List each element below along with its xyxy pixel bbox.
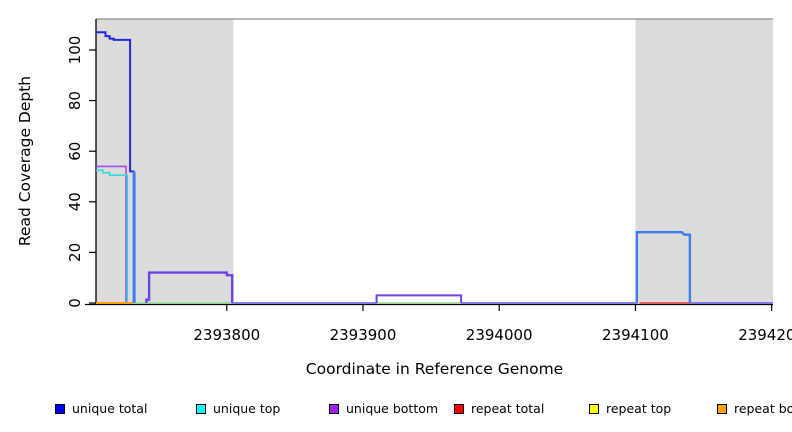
legend-swatch-repeat-top [589, 403, 599, 414]
series-unique-total-box [635, 230, 692, 303]
legend-swatch-unique-bottom [329, 403, 339, 414]
legend-label-unique-bottom: unique bottom [346, 401, 439, 416]
series-unique-top-left [96, 169, 129, 303]
x-tick-label: 2393900 [330, 326, 397, 344]
x-tick-label: 2394100 [602, 326, 669, 344]
x-axis-title: Coordinate in Reference Genome [305, 360, 564, 378]
legend-item-repeat-top: repeat top [589, 401, 671, 416]
x-tick-label: 2394000 [466, 326, 533, 344]
legend-label-repeat-bottom: repeat bottom [734, 401, 792, 416]
legend: unique total unique top unique bottom repea… [0, 401, 792, 421]
legend-item-unique-top: unique top [196, 401, 280, 416]
series-unique-bottom-box [145, 271, 234, 303]
legend-swatch-repeat-total [454, 403, 464, 414]
x-tick-label: 2394200 [738, 326, 792, 344]
masked-region [635, 19, 773, 305]
legend-item-unique-bottom: unique bottom [329, 401, 438, 416]
y-tick-label: 40 [66, 192, 84, 211]
legend-swatch-unique-top [196, 403, 206, 414]
y-tick-label: 80 [66, 91, 84, 110]
series-unique-bottom-bump [375, 294, 463, 303]
legend-label-repeat-total: repeat total [471, 401, 545, 416]
legend-swatch-repeat-bottom [717, 403, 727, 414]
y-tick-label: 100 [66, 36, 84, 65]
legend-label-unique-top: unique top [213, 401, 281, 416]
legend-label-unique-total: unique total [72, 401, 148, 416]
legend-swatch-unique-total [55, 403, 65, 414]
legend-item-repeat-bottom: repeat bottom [717, 401, 792, 416]
legend-item-unique-total: unique total [55, 401, 147, 416]
plot-canvas: 0 20 40 60 80 100 2393800 2393900 2394000 2394100… [66, 18, 792, 344]
x-tick-label: 2393800 [193, 326, 260, 344]
y-tick-label: 20 [66, 243, 84, 262]
legend-item-repeat-total: repeat total [454, 401, 544, 416]
y-tick-label: 0 [66, 298, 84, 308]
masked-region [96, 19, 234, 305]
legend-label-repeat-top: repeat top [606, 401, 672, 416]
series-unique-bottom-left [96, 165, 127, 303]
y-axis-title: Read Coverage Depth [16, 75, 34, 247]
y-tick-label: 60 [66, 142, 84, 161]
series-unique-total-left [96, 31, 135, 173]
